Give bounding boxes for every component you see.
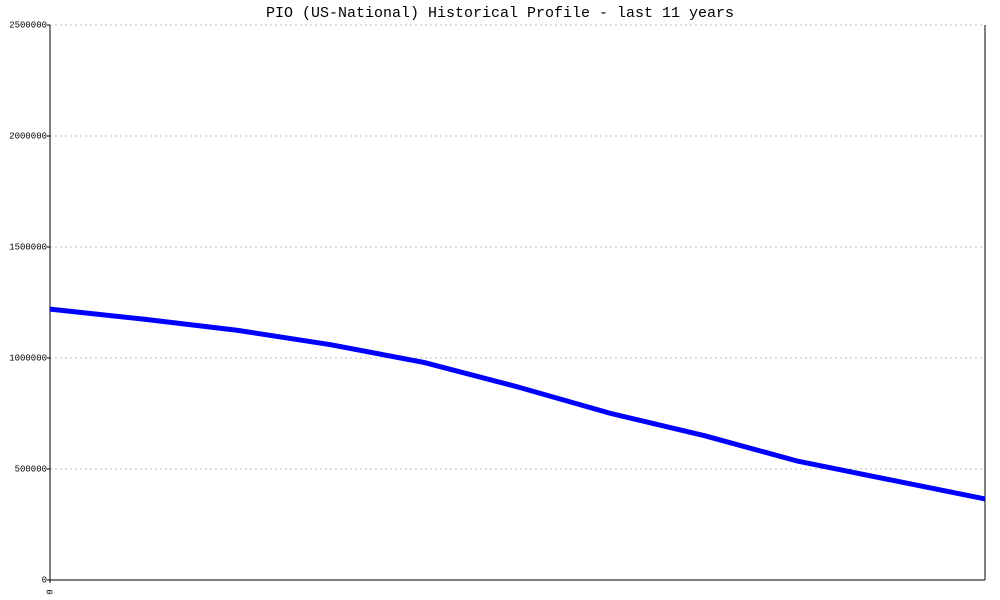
- y-tick-label: 1000000: [9, 353, 47, 363]
- y-tick-label: 500000: [15, 464, 47, 474]
- x-tick-label: 0: [45, 589, 55, 594]
- data-line: [49, 306, 986, 502]
- chart-title: PIO (US-National) Historical Profile - l…: [266, 5, 734, 22]
- y-tick-label: 2000000: [9, 131, 47, 141]
- y-tick-label: 2500000: [9, 20, 47, 30]
- y-tick-label: 1500000: [9, 242, 47, 252]
- y-tick-label: 0: [42, 575, 47, 585]
